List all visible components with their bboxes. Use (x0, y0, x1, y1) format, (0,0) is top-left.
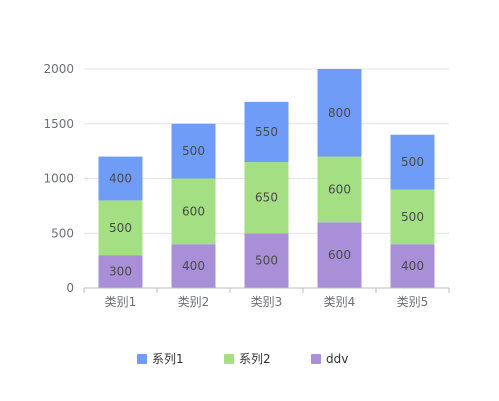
bar-segment[interactable] (317, 222, 362, 288)
data-label: 500 (401, 210, 424, 224)
bar-segment[interactable] (317, 156, 362, 223)
bar-segment[interactable] (171, 178, 216, 245)
data-label: 500 (255, 254, 278, 268)
bar-segment[interactable] (390, 189, 435, 245)
y-tick-label: 500 (51, 226, 74, 240)
x-tick-label: 类别3 (251, 295, 283, 309)
x-tick-label: 类别5 (397, 295, 429, 309)
data-label: 600 (182, 204, 205, 218)
bar-segment[interactable] (98, 255, 143, 288)
legend-label: 系列2 (239, 352, 271, 366)
y-tick-label: 1500 (43, 117, 74, 131)
data-label: 550 (255, 125, 278, 139)
x-tick-label: 类别2 (178, 295, 210, 309)
data-label: 650 (255, 191, 278, 205)
data-label: 400 (401, 259, 424, 273)
data-label: 500 (109, 221, 132, 235)
data-label: 500 (401, 155, 424, 169)
data-label: 600 (328, 248, 351, 262)
legend-label: ddv (326, 352, 348, 366)
legend-item[interactable]: 系列2 (224, 352, 271, 366)
data-label: 400 (182, 259, 205, 273)
data-label: 300 (109, 265, 132, 279)
legend[interactable]: 系列1 系列2 ddv (137, 352, 348, 366)
data-label: 600 (328, 182, 351, 196)
y-tick-label: 1000 (43, 172, 74, 186)
data-label: 500 (182, 144, 205, 158)
y-tick-label: 0 (66, 281, 74, 295)
bar-segment[interactable] (244, 233, 289, 288)
bar-segment[interactable] (98, 156, 143, 201)
bars (98, 69, 435, 288)
bar-segment[interactable] (98, 200, 143, 256)
bar-segment[interactable] (244, 162, 289, 234)
legend-swatch (137, 354, 147, 364)
y-tick-label: 2000 (43, 62, 74, 76)
data-label: 400 (109, 172, 132, 186)
legend-item[interactable]: ddv (311, 352, 348, 366)
legend-swatch (224, 354, 234, 364)
data-label: 800 (328, 106, 351, 120)
x-tick-label: 类别1 (105, 295, 137, 309)
bar-segment[interactable] (244, 101, 289, 163)
legend-item[interactable]: 系列1 (137, 352, 184, 366)
bar-segment[interactable] (390, 244, 435, 288)
axes: 0 500 1000 1500 2000 类别1 类别2 类别3 类别4 类别5 (43, 62, 450, 309)
bar-segment[interactable] (390, 134, 435, 190)
bar-segment[interactable] (171, 123, 216, 179)
legend-label: 系列1 (152, 352, 184, 366)
bar-segment[interactable] (171, 244, 216, 288)
x-tick-label: 类别4 (324, 295, 356, 309)
legend-swatch (311, 354, 321, 364)
data-labels: 300 500 400 400 600 500 500 650 550 600 600 800 400 5… (109, 106, 424, 279)
bar-segment[interactable] (317, 69, 362, 157)
